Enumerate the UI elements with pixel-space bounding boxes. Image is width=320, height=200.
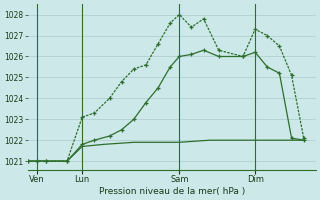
X-axis label: Pression niveau de la mer( hPa ): Pression niveau de la mer( hPa ) [99,187,245,196]
